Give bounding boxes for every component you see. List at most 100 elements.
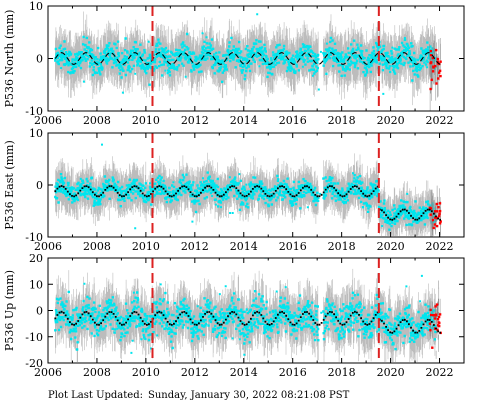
x-tick-label: 2016 <box>279 240 307 253</box>
recent-point <box>439 60 442 63</box>
recent-point <box>431 56 435 60</box>
x-tick-label: 2008 <box>83 240 111 253</box>
model-points <box>54 310 441 334</box>
recent-point <box>429 329 432 332</box>
x-tick-label: 2012 <box>181 240 209 253</box>
recent-point <box>434 313 438 316</box>
recent-point <box>433 216 437 219</box>
y-tick-label: 20 <box>29 252 43 265</box>
y-tick-label: 0 <box>36 179 43 192</box>
recent-point <box>439 220 442 223</box>
recent-point <box>438 69 442 72</box>
recent-point <box>432 66 435 69</box>
recent-point <box>437 77 440 80</box>
x-tick-label: 2012 <box>181 114 209 127</box>
plot-area <box>54 143 442 237</box>
x-tick-label: 2020 <box>377 366 405 379</box>
recent-point <box>428 207 432 210</box>
x-tick-label: 2008 <box>83 366 111 379</box>
recent-point <box>436 328 439 332</box>
y-tick-label: 10 <box>29 127 43 140</box>
recent-point <box>438 214 441 218</box>
y-tick-label: -10 <box>25 331 43 344</box>
x-tick-label: 2018 <box>328 240 356 253</box>
x-tick-label: 2018 <box>328 114 356 127</box>
recent-point <box>438 324 441 328</box>
x-tick-label: 2012 <box>181 366 209 379</box>
recent-point <box>428 322 432 325</box>
y-axis-title: P536 Up (mm) <box>3 270 16 351</box>
recent-point <box>433 223 437 226</box>
recent-point <box>431 346 434 349</box>
x-tick-label: 2020 <box>377 114 405 127</box>
recent-point <box>437 321 440 324</box>
x-tick-label: 2006 <box>34 366 62 379</box>
recent-point <box>430 78 433 81</box>
recent-point <box>436 318 440 321</box>
recent-point <box>438 222 442 225</box>
recent-point <box>432 226 435 230</box>
recent-point <box>437 206 440 209</box>
recent-point <box>438 212 441 215</box>
x-tick-label: 2014 <box>230 366 258 379</box>
y-tick-label: 10 <box>29 278 43 291</box>
recent-point <box>438 209 442 213</box>
model-line <box>54 52 441 65</box>
recent-point <box>433 210 437 213</box>
outlier-points <box>57 13 429 95</box>
recent-point <box>429 49 432 53</box>
x-tick-label: 2018 <box>328 366 356 379</box>
x-tick-label: 2010 <box>132 366 160 379</box>
recent-point <box>431 218 435 222</box>
y-tick-label: -20 <box>25 357 43 370</box>
recent-point <box>431 70 435 73</box>
recent-point <box>433 64 437 68</box>
recent-point <box>437 315 441 319</box>
x-tick-label: 2022 <box>426 366 454 379</box>
y-tick-label: -10 <box>25 105 43 118</box>
recent-point <box>435 202 439 206</box>
outlier-points <box>60 143 409 230</box>
recent-point <box>429 308 432 312</box>
recent-point <box>435 82 438 85</box>
y-tick-label: -10 <box>25 231 43 244</box>
footer-label: Plot Last Updated: <box>48 390 143 401</box>
east-panel: 2006 2008 2010 2012 2014 2016 2018 2020 2022 -10 0… <box>3 127 465 253</box>
y-tick-label: 0 <box>36 53 43 66</box>
recent-point <box>439 74 442 78</box>
plot-area <box>54 258 442 362</box>
x-tick-label: 2022 <box>426 240 454 253</box>
recent-point <box>435 303 439 306</box>
recent-point <box>436 57 440 61</box>
plot-area <box>54 11 442 111</box>
recent-point <box>438 71 441 74</box>
x-tick-label: 2006 <box>34 240 62 253</box>
x-tick-label: 2016 <box>279 114 307 127</box>
recent-point <box>433 317 437 320</box>
recent-point <box>429 61 432 65</box>
recent-point <box>429 213 432 216</box>
recent-point <box>429 87 432 91</box>
x-tick-label: 2008 <box>83 114 111 127</box>
recent-point <box>432 314 436 317</box>
recent-point <box>435 48 438 52</box>
y-axis-title: P536 East (mm) <box>3 140 16 230</box>
x-tick-label: 2010 <box>132 114 160 127</box>
recent-point <box>435 224 439 228</box>
recent-point <box>430 313 433 317</box>
recent-point <box>429 54 433 57</box>
x-tick-label: 2016 <box>279 366 307 379</box>
north-panel: 2006 2008 2010 2012 2014 2016 2018 2020 2022 -10 0… <box>3 0 465 127</box>
x-tick-label: 2014 <box>230 240 258 253</box>
up-panel: 2006 2008 2010 2012 2014 2016 2018 2020 2022-20-… <box>3 252 465 379</box>
x-tick-label: 2020 <box>377 240 405 253</box>
footer-timestamp: Sunday, January 30, 2022 08:21:08 PST <box>148 390 350 401</box>
x-tick-label: 2006 <box>34 114 62 127</box>
model-points <box>54 185 441 221</box>
x-tick-label: 2022 <box>426 114 454 127</box>
y-tick-label: 10 <box>29 0 43 13</box>
y-tick-label: 0 <box>36 305 43 318</box>
outlier-points <box>81 258 423 356</box>
recent-point <box>438 313 442 316</box>
